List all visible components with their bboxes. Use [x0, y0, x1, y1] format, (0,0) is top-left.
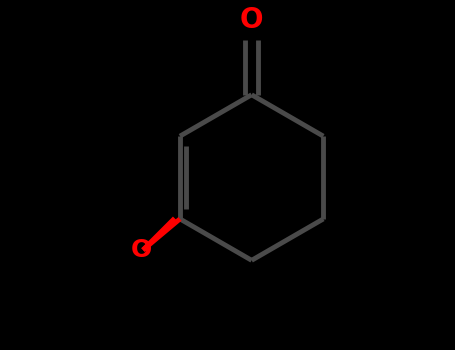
Text: O: O [131, 238, 152, 262]
Text: O: O [240, 6, 263, 34]
